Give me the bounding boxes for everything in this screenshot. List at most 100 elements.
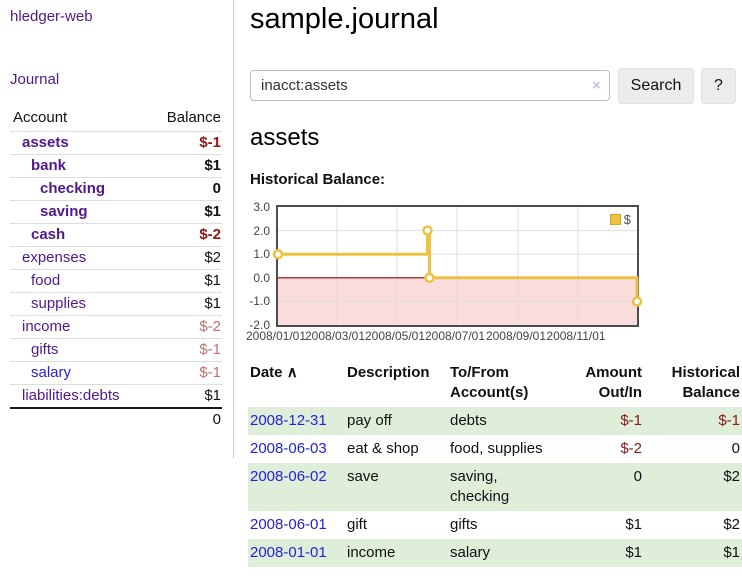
- account-link-expenses[interactable]: expenses: [22, 249, 87, 266]
- register-header-balance: Historical Balance: [671, 364, 740, 401]
- transaction-amount: $1: [625, 544, 642, 561]
- register-header-accounts: To/From Account(s): [450, 364, 529, 401]
- transaction-amount: 0: [633, 468, 642, 485]
- sort-ascending-icon: ∧: [286, 364, 298, 381]
- chart-legend: $: [607, 211, 633, 228]
- transaction-accounts: saving, checking: [450, 468, 510, 505]
- account-link-liabilities-debts[interactable]: liabilities:debts: [22, 387, 120, 404]
- transaction-amount: $1: [625, 516, 642, 533]
- x-tick-label: 2008/11/01: [546, 329, 606, 343]
- transaction-balance: $-1: [718, 412, 740, 429]
- transaction-amount: $-2: [620, 440, 642, 457]
- y-tick-label: -1.0: [249, 294, 270, 309]
- account-balance: $-1: [148, 338, 222, 362]
- account-row: gifts $-1: [10, 338, 222, 362]
- transaction-balance: $2: [723, 516, 740, 533]
- sidebar: hledger-web Journal Account Balance asse…: [0, 0, 233, 582]
- account-link-salary[interactable]: salary: [31, 364, 72, 381]
- register-header-amount: Amount Out/In: [585, 364, 642, 401]
- transaction-balance: 0: [731, 440, 740, 457]
- register-header-date[interactable]: Date ∧: [248, 361, 345, 407]
- account-row: assets $-1: [10, 131, 222, 155]
- transaction-description: pay off: [347, 412, 392, 429]
- transaction-accounts: food, supplies: [450, 440, 543, 457]
- x-tick-label: 2008/03/01: [304, 329, 366, 343]
- transaction-amount: $-1: [620, 412, 642, 429]
- account-link-income[interactable]: income: [22, 318, 71, 335]
- account-balance: $2: [148, 246, 222, 270]
- search-input[interactable]: [250, 70, 610, 101]
- account-row: checking 0: [10, 177, 222, 201]
- y-tick-label: 0.0: [253, 270, 270, 285]
- chart-plot-area: $: [272, 205, 643, 327]
- transaction-row: 2008-12-31 pay off debts $-1 $-1: [248, 407, 742, 435]
- account-heading: assets: [250, 124, 320, 151]
- y-tick-label: -2.0: [249, 318, 270, 332]
- account-row: food $1: [10, 269, 222, 293]
- y-tick-label: 3.0: [253, 200, 270, 214]
- x-tick-label: 2008/07/01: [424, 329, 486, 343]
- transaction-description: eat & shop: [347, 440, 419, 457]
- transaction-row: 2008-06-03 eat & shop food, supplies $-2…: [248, 435, 742, 463]
- transaction-row: 2008-01-01 income salary $1 $1: [248, 539, 742, 567]
- account-row: salary $-1: [10, 361, 222, 385]
- account-balance: $-1: [148, 361, 222, 385]
- account-balance: $1: [148, 200, 222, 224]
- account-balance: $1: [148, 154, 222, 178]
- account-link-assets[interactable]: assets: [22, 134, 69, 151]
- transaction-row: 2008-06-01 gift gifts $1 $2: [248, 511, 742, 539]
- account-link-food[interactable]: food: [31, 272, 61, 289]
- transaction-description: save: [347, 468, 379, 485]
- accounts-total-row: 0: [10, 407, 222, 431]
- account-balance: $1: [148, 292, 222, 316]
- account-row: liabilities:debts $1: [10, 384, 222, 408]
- search-button[interactable]: Search: [618, 68, 694, 104]
- account-row: cash $-2: [10, 223, 222, 247]
- main-content: sample.journal × Search ? assets Histori…: [246, 0, 742, 582]
- clear-search-icon[interactable]: ×: [592, 77, 601, 94]
- account-balance: $-2: [148, 223, 222, 247]
- sidebar-item-journal[interactable]: Journal: [10, 71, 60, 88]
- account-link-supplies[interactable]: supplies: [31, 295, 87, 312]
- transaction-accounts: gifts: [450, 516, 478, 533]
- register-header-description: Description: [347, 364, 430, 381]
- transaction-description: income: [347, 544, 396, 561]
- account-row: expenses $2: [10, 246, 222, 270]
- sidebar-divider: [233, 0, 234, 458]
- transaction-date-link[interactable]: 2008-06-02: [250, 468, 327, 485]
- transaction-balance: $1: [723, 544, 740, 561]
- account-link-checking[interactable]: checking: [40, 180, 106, 197]
- y-tick-label: 2.0: [253, 223, 270, 238]
- transaction-date-link[interactable]: 2008-06-01: [250, 516, 327, 533]
- account-row: bank $1: [10, 154, 222, 178]
- legend-label: $: [623, 212, 631, 227]
- account-row: income $-2: [10, 315, 222, 339]
- search-bar: × Search ?: [248, 68, 742, 106]
- x-tick-label: 2008/09/01: [485, 329, 547, 343]
- y-tick-label: 1.0: [253, 247, 270, 262]
- accounts-total-balance: 0: [148, 407, 222, 431]
- accounts-balance-table: Account Balance assets $-1 bank $1 check…: [10, 106, 222, 431]
- app-brand-link[interactable]: hledger-web: [10, 8, 93, 25]
- historical-balance-chart: $ 3.0 2.0 1.0 0.0 -1.0 -2.0 2008/01/01 2008/03/…: [246, 200, 668, 347]
- account-balance: 0: [148, 177, 222, 201]
- accounts-header-account: Account: [13, 109, 68, 126]
- transaction-date-link[interactable]: 2008-12-31: [250, 412, 327, 429]
- account-link-saving[interactable]: saving: [40, 203, 88, 220]
- chart-canvas: [272, 207, 643, 325]
- account-link-gifts[interactable]: gifts: [31, 341, 59, 358]
- account-link-bank[interactable]: bank: [31, 157, 67, 174]
- register-table: Date ∧ Description To/From Account(s) Am…: [248, 361, 742, 567]
- help-button[interactable]: ?: [701, 68, 736, 104]
- page-title: sample.journal: [250, 3, 439, 35]
- account-row: saving $1: [10, 200, 222, 224]
- account-balance: $-2: [148, 315, 222, 339]
- transaction-row: 2008-06-02 save saving, checking 0 $2: [248, 463, 742, 511]
- transaction-date-link[interactable]: 2008-06-03: [250, 440, 327, 457]
- register-header-row: Date ∧ Description To/From Account(s) Am…: [248, 361, 742, 407]
- transaction-description: gift: [347, 516, 368, 533]
- transaction-date-link[interactable]: 2008-01-01: [250, 544, 327, 561]
- accounts-header-balance: Balance: [166, 109, 221, 126]
- x-tick-label: 2008/05/01: [364, 329, 426, 343]
- account-link-cash[interactable]: cash: [31, 226, 66, 243]
